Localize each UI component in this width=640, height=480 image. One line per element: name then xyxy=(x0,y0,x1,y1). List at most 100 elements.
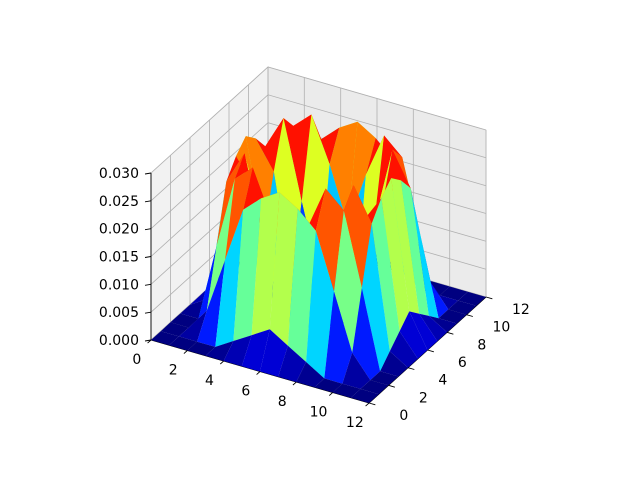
z-tick-label: 0.020 xyxy=(99,222,139,238)
y-tick-label: 0 xyxy=(399,408,408,424)
x-tick-mark xyxy=(292,381,297,386)
surface-patch xyxy=(360,380,389,395)
surface-patch xyxy=(243,167,272,218)
z-tick-label: 0.010 xyxy=(99,277,139,293)
surface-patch xyxy=(315,188,344,292)
surface-patch xyxy=(381,178,410,332)
y-tick-label: 6 xyxy=(458,355,467,371)
x-tick-label: 6 xyxy=(241,383,250,399)
y-tick-mark xyxy=(368,402,376,406)
surface-patch xyxy=(458,291,486,306)
surface-patch xyxy=(329,121,358,226)
x-tick-label: 4 xyxy=(205,373,214,389)
z-tick-mark xyxy=(144,256,152,258)
grid-line xyxy=(150,66,487,174)
surface-patch xyxy=(439,286,468,301)
surface-patch xyxy=(188,246,217,328)
surface-patch xyxy=(251,192,280,336)
surface-patch xyxy=(178,310,207,342)
y-tick-mark xyxy=(446,331,454,335)
y-tick-label: 2 xyxy=(419,390,428,406)
surface-patch xyxy=(438,309,467,324)
x-tick-label: 10 xyxy=(310,404,328,420)
z-tick-mark xyxy=(144,311,152,314)
y-tick-label: 12 xyxy=(512,302,530,318)
surface-patch xyxy=(400,180,429,316)
grid-line xyxy=(150,122,487,229)
surface-patch xyxy=(197,260,225,347)
surface-patch xyxy=(428,315,457,333)
surface-patch xyxy=(420,235,449,319)
grid-line xyxy=(150,94,487,202)
surface-patch xyxy=(233,198,262,341)
z-tick-label: 0.015 xyxy=(99,250,139,266)
surface-patch xyxy=(205,341,234,361)
z-tick-mark xyxy=(144,283,152,286)
y-tick-mark xyxy=(485,296,493,300)
x-tick-mark xyxy=(365,402,370,407)
x-tick-label: 2 xyxy=(169,362,178,378)
y-tick-mark xyxy=(427,349,434,353)
surface-patch xyxy=(332,383,361,398)
surface-patch xyxy=(269,192,298,346)
surface-patch xyxy=(234,153,263,237)
y-tick-mark xyxy=(407,367,415,370)
surface-patch xyxy=(352,288,381,381)
surface-patch xyxy=(343,184,372,289)
y-tick-label: 10 xyxy=(492,320,510,336)
x-tick-mark xyxy=(219,360,224,365)
surface-patch xyxy=(389,331,418,368)
surface-patch xyxy=(223,335,252,367)
x-tick-label: 8 xyxy=(278,394,287,410)
surface-patch xyxy=(225,167,253,261)
x-tick-label: 0 xyxy=(132,352,141,368)
z-tick-label: 0.005 xyxy=(99,305,139,321)
surface-patch xyxy=(350,388,379,403)
surface-patch xyxy=(160,322,189,337)
surface-patch xyxy=(180,298,209,319)
surface-patch xyxy=(278,345,307,382)
surface-patch xyxy=(206,178,235,311)
z-tick-label: 0.000 xyxy=(99,333,139,349)
z-tick-mark xyxy=(144,228,152,231)
surface-patch xyxy=(260,329,288,377)
surface-patch xyxy=(371,198,400,352)
z-tick-label: 0.030 xyxy=(99,166,139,182)
surface-patch xyxy=(370,371,399,386)
surface-patch xyxy=(283,114,312,202)
surface-patch xyxy=(215,209,244,347)
x-tick-mark xyxy=(328,392,333,396)
x-tick-mark xyxy=(183,350,188,354)
surface-patch xyxy=(342,352,371,389)
surface-patch xyxy=(374,135,403,223)
surface-patch xyxy=(169,336,198,351)
surface-patch xyxy=(448,300,477,315)
x-tick-label: 12 xyxy=(346,415,364,431)
z-tick-mark xyxy=(144,200,152,203)
z-tick-label: 0.025 xyxy=(99,194,139,210)
y-tick-label: 4 xyxy=(438,373,447,389)
surface-patch xyxy=(324,291,353,384)
surface-patch xyxy=(380,351,408,377)
y-tick-label: 8 xyxy=(477,337,486,353)
surface-patch xyxy=(419,313,447,342)
y-tick-mark xyxy=(388,384,395,388)
surface-mesh xyxy=(151,114,486,403)
y-tick-mark xyxy=(466,314,473,317)
surface-patch xyxy=(187,341,216,356)
z-tick-mark xyxy=(144,339,152,342)
surface-patch xyxy=(311,114,340,165)
surface-patch xyxy=(334,210,362,353)
surface-patch xyxy=(353,184,382,224)
surface-patch xyxy=(287,208,316,362)
surface-patch xyxy=(151,331,179,346)
surface-patch xyxy=(255,118,284,172)
surface-patch xyxy=(361,223,390,372)
surface-patch xyxy=(241,329,270,372)
surface-patch xyxy=(296,362,325,388)
surface-patch xyxy=(306,230,334,379)
surface-patch xyxy=(430,281,459,310)
x-tick-mark xyxy=(256,371,261,375)
